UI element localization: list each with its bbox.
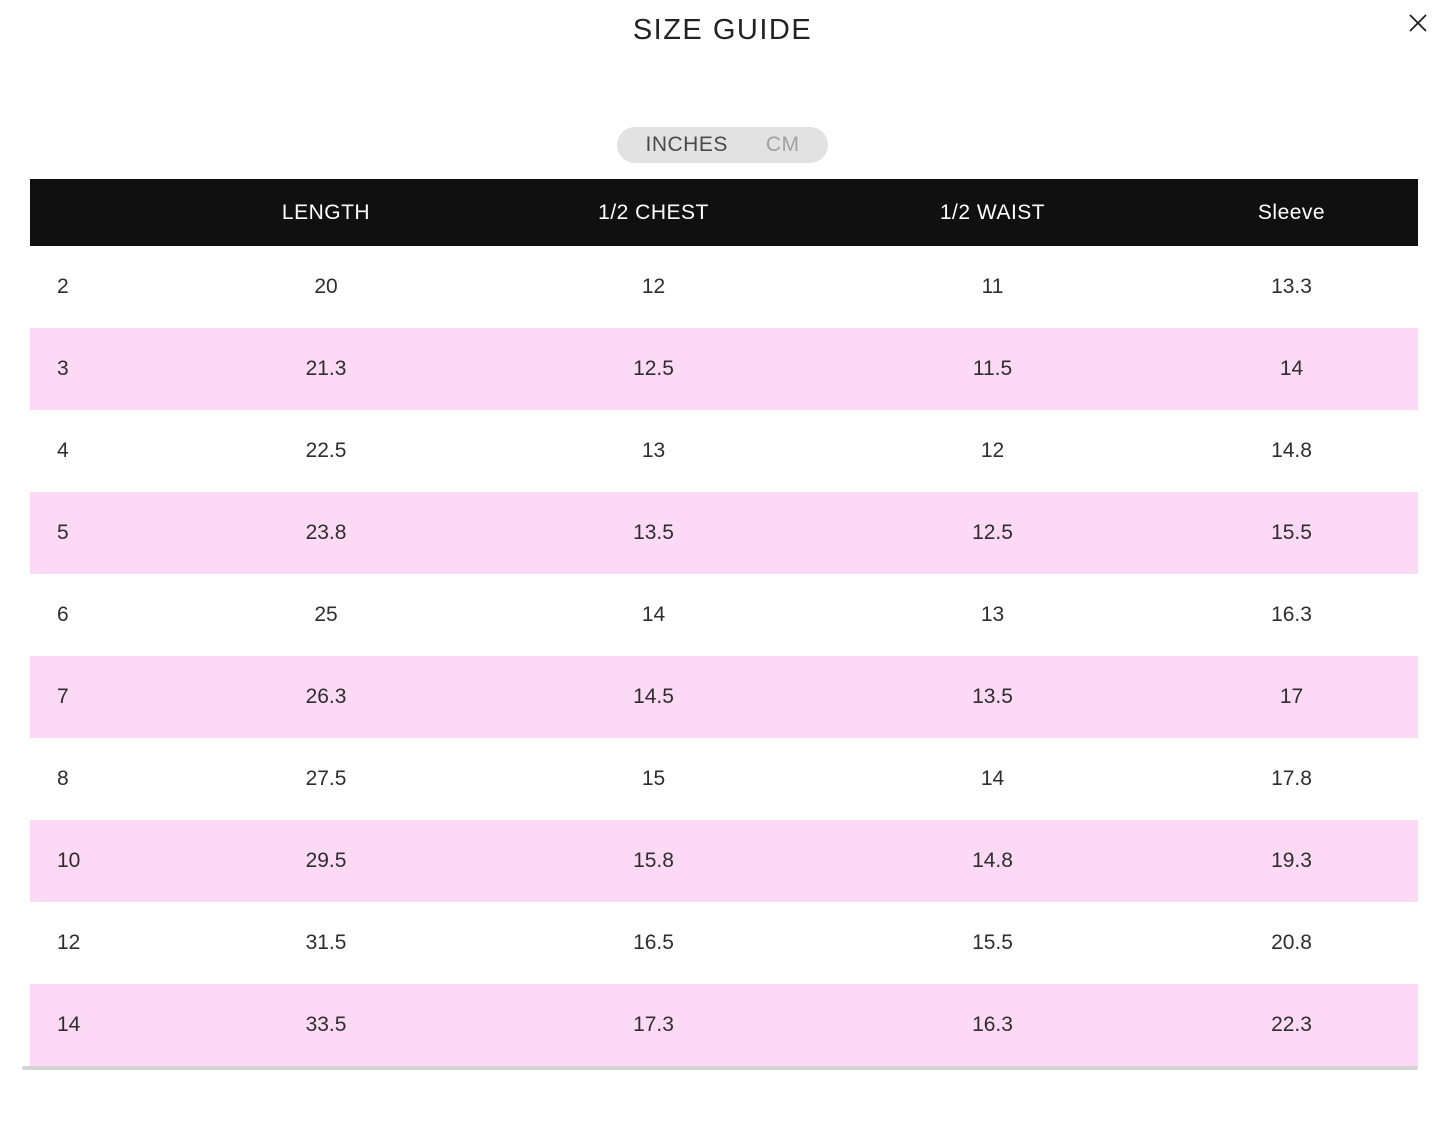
chest-cell: 13: [641, 439, 666, 462]
header-length: LENGTH: [281, 200, 371, 224]
page-title: SIZE GUIDE: [632, 14, 813, 46]
size-guide-table: LENGTH 1/2 CHEST 1/2 WAIST Sleeve 2 20 1…: [30, 179, 1418, 1066]
sleeve-cell: 19.3: [1271, 849, 1312, 872]
table-row: 5 23.8 13.5 12.5 15.5: [30, 492, 1418, 574]
sleeve-cell: 22.3: [1271, 1013, 1312, 1036]
unit-option-cm[interactable]: CM: [765, 133, 800, 156]
length-cell: 26.3: [305, 685, 347, 708]
waist-cell: 12.5: [972, 521, 1013, 544]
table-row: 14 33.5 17.3 16.3 22.3: [30, 984, 1418, 1066]
sleeve-cell: 17.8: [1271, 767, 1312, 790]
chest-cell: 14: [641, 603, 666, 626]
waist-cell: 14: [980, 767, 1005, 790]
table-row: 2 20 12 11 13.3: [30, 246, 1418, 328]
length-cell: 21.3: [305, 357, 347, 380]
length-cell: 25: [314, 603, 338, 626]
table-row: 7 26.3 14.5 13.5 17: [30, 656, 1418, 738]
header-sleeve: Sleeve: [1257, 200, 1326, 224]
table-row: 6 25 14 13 16.3: [30, 574, 1418, 656]
length-cell: 22.5: [305, 439, 347, 462]
waist-cell: 16.3: [972, 1013, 1013, 1036]
size-cell: 7: [57, 685, 69, 708]
length-cell: 31.5: [305, 931, 347, 954]
chest-cell: 17.3: [633, 1013, 674, 1036]
chest-cell: 13.5: [633, 521, 674, 544]
size-cell: 8: [57, 767, 69, 790]
length-cell: 23.8: [305, 521, 347, 544]
waist-cell: 14.8: [972, 849, 1013, 872]
table-row: 10 29.5 15.8 14.8 19.3: [30, 820, 1418, 902]
chest-cell: 14.5: [633, 685, 674, 708]
waist-cell: 11.5: [972, 357, 1013, 380]
header-chest: 1/2 CHEST: [598, 200, 709, 224]
table-row: 3 21.3 12.5 11.5 14: [30, 328, 1418, 410]
header-waist: 1/2 WAIST: [939, 200, 1046, 224]
size-cell: 10: [57, 849, 81, 872]
size-cell: 5: [57, 521, 69, 544]
size-cell: 3: [57, 357, 69, 380]
table-header-row: LENGTH 1/2 CHEST 1/2 WAIST Sleeve: [30, 179, 1418, 246]
waist-cell: 13.5: [972, 685, 1013, 708]
waist-cell: 11: [981, 275, 1004, 298]
chest-cell: 12.5: [633, 357, 674, 380]
horizontal-scrollbar[interactable]: [22, 1066, 1418, 1070]
sleeve-cell: 17: [1279, 685, 1304, 708]
size-cell: 14: [57, 1013, 81, 1036]
length-cell: 27.5: [305, 767, 347, 790]
chest-cell: 16.5: [633, 931, 674, 954]
unit-option-inches[interactable]: INCHES: [645, 133, 728, 156]
size-cell: 6: [57, 603, 69, 626]
table-row: 12 31.5 16.5 15.5 20.8: [30, 902, 1418, 984]
size-cell: 4: [57, 439, 69, 462]
sleeve-cell: 20.8: [1271, 931, 1312, 954]
sleeve-cell: 15.5: [1271, 521, 1312, 544]
length-cell: 20: [314, 275, 338, 298]
sleeve-cell: 14: [1279, 357, 1304, 380]
unit-toggle: INCHES CM: [617, 127, 828, 163]
size-cell: 12: [57, 931, 81, 954]
unit-toggle-row: INCHES CM: [0, 127, 1445, 163]
waist-cell: 13: [980, 603, 1005, 626]
sleeve-cell: 13.3: [1271, 275, 1312, 298]
table-body: 2 20 12 11 13.3 3 21.3 12.5 11.5 14 4 22…: [30, 246, 1418, 1066]
close-icon: [1409, 14, 1427, 32]
chest-cell: 15: [641, 767, 666, 790]
size-cell: 2: [57, 275, 69, 298]
waist-cell: 12: [980, 439, 1005, 462]
length-cell: 29.5: [305, 849, 347, 872]
length-cell: 33.5: [305, 1013, 347, 1036]
chest-cell: 12: [641, 275, 666, 298]
sleeve-cell: 14.8: [1271, 439, 1312, 462]
table-row: 8 27.5 15 14 17.8: [30, 738, 1418, 820]
chest-cell: 15.8: [633, 849, 674, 872]
sleeve-cell: 16.3: [1271, 603, 1312, 626]
waist-cell: 15.5: [972, 931, 1013, 954]
close-button[interactable]: [1403, 8, 1433, 38]
table-row: 4 22.5 13 12 14.8: [30, 410, 1418, 492]
